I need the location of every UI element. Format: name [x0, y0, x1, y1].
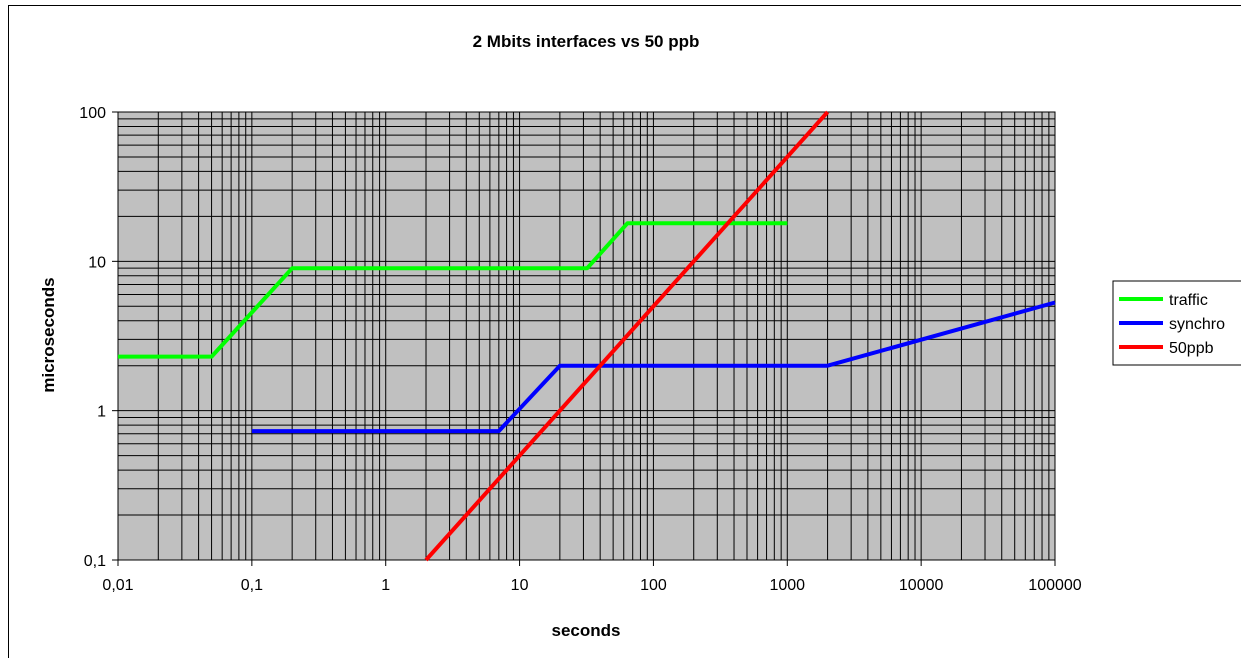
series-line-50ppb	[424, 110, 830, 562]
y-tick-labels: 0,1 1 10 100	[79, 105, 118, 570]
plot-area	[118, 112, 1055, 560]
series-line-synchro	[251, 300, 1056, 434]
y-tick-label: 100	[79, 105, 106, 122]
x-tick-label: 0,01	[102, 577, 133, 594]
x-tick-label: 100	[640, 577, 667, 594]
x-tick-label: 1000	[769, 577, 805, 594]
y-tick-label: 1	[97, 404, 106, 421]
legend: traffic synchro 50ppb	[1112, 280, 1241, 366]
plot-border	[117, 111, 1056, 561]
grid	[117, 111, 1056, 561]
legend-label: 50ppb	[1169, 340, 1214, 357]
x-tick-label: 0,1	[241, 577, 263, 594]
x-tick-label: 1	[381, 577, 390, 594]
y-tick-label: 10	[88, 254, 106, 271]
x-tick-label: 10	[511, 577, 529, 594]
y-axis-title: microseconds	[39, 277, 58, 392]
legend-label: synchro	[1169, 316, 1225, 333]
x-tick-label: 100000	[1028, 577, 1081, 594]
legend-label: traffic	[1169, 292, 1208, 309]
chart-title: 2 Mbits interfaces vs 50 ppb	[473, 32, 700, 51]
chart-frame	[8, 5, 1241, 658]
x-tick-labels: 0,01 0,1 1 10 100 1000 10000 100000	[102, 560, 1082, 594]
y-tick-label: 0,1	[84, 553, 106, 570]
x-tick-label: 10000	[899, 577, 944, 594]
series-line-traffic	[118, 221, 788, 359]
x-axis-title: seconds	[552, 621, 621, 640]
series-lines	[118, 110, 1056, 562]
